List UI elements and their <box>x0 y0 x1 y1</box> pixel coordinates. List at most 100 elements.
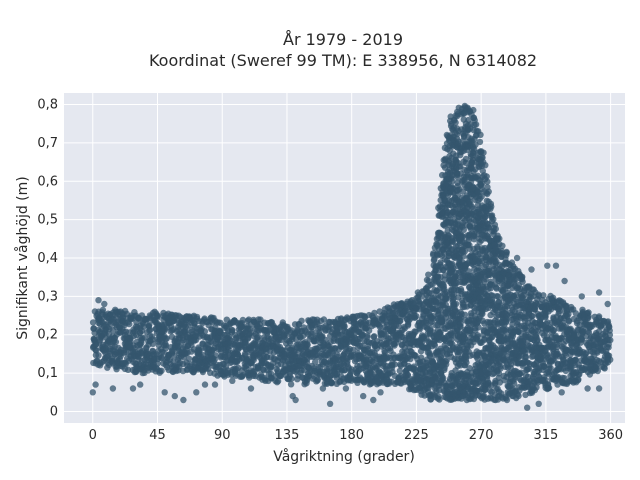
x-axis-title: Vågriktning (grader) <box>273 448 415 465</box>
scatter-point <box>288 375 295 382</box>
scatter-point <box>126 320 133 328</box>
y-tick-label: 0,7 <box>37 136 58 151</box>
y-tick-label: 0,6 <box>37 174 58 189</box>
scatter-point <box>470 114 478 122</box>
y-tick-label: 0,4 <box>37 251 58 266</box>
scatter-point <box>439 319 446 326</box>
data-points <box>89 102 614 411</box>
x-tick-label: 315 <box>533 428 558 443</box>
scatter-point <box>341 323 348 330</box>
scatter-point <box>255 333 262 340</box>
scatter-point-outlier <box>326 400 334 407</box>
scatter-point-outlier <box>89 389 97 396</box>
scatter-point <box>158 354 165 361</box>
scatter-point <box>376 321 383 329</box>
scatter-point <box>515 392 522 400</box>
scatter-point <box>404 371 411 378</box>
x-tick-label: 45 <box>149 428 166 443</box>
scatter-point <box>431 340 438 348</box>
scatter-point <box>463 359 470 366</box>
scatter-point <box>303 359 311 366</box>
x-tick-label: 90 <box>214 428 231 443</box>
scatter-point-outlier <box>193 389 200 396</box>
scatter-point <box>607 356 614 363</box>
scatter-point-outlier <box>161 389 168 396</box>
scatter-point <box>371 333 378 340</box>
scatter-point <box>436 396 443 403</box>
scatter-point <box>265 327 272 335</box>
scatter-point-outlier <box>229 377 236 384</box>
scatter-point-outlier <box>414 289 422 296</box>
scatter-point-outlier <box>262 377 269 384</box>
scatter-point-outlier <box>211 381 219 388</box>
scatter-point <box>239 316 247 324</box>
scatter-point <box>472 121 480 128</box>
scatter-point <box>457 285 465 293</box>
scatter-point-outlier <box>180 396 187 404</box>
scatter-point <box>606 327 613 334</box>
scatter-point <box>492 225 499 233</box>
scatter-point <box>426 349 433 356</box>
scatter-point <box>368 370 375 377</box>
scatter-point-outlier <box>524 404 531 411</box>
scatter-point-outlier <box>319 385 327 392</box>
scatter-point-outlier <box>403 300 410 308</box>
scatter-point-outlier <box>544 262 551 269</box>
scatter-point <box>482 162 489 169</box>
scatter-point-outlier <box>604 300 611 308</box>
scatter-point <box>483 173 490 180</box>
scatter-point <box>425 271 432 278</box>
y-axis-ticks: 00,10,20,30,40,50,60,70,8 <box>37 98 58 420</box>
scatter-point <box>405 318 412 325</box>
scatter-point <box>146 327 153 334</box>
scatter-point <box>522 353 530 361</box>
scatter-point-outlier <box>595 289 603 296</box>
x-tick-label: 360 <box>598 428 623 443</box>
scatter-point <box>479 154 486 161</box>
chart-title-line2: Koordinat (Sweref 99 TM): E 338956, N 63… <box>149 51 537 70</box>
chart-title-line1: År 1979 - 2019 <box>283 30 403 49</box>
x-tick-label: 135 <box>275 428 300 443</box>
scatter-point <box>201 328 209 335</box>
scatter-point <box>477 131 484 138</box>
scatter-point <box>158 367 165 374</box>
scatter-point <box>499 242 506 249</box>
scatter-point-outlier <box>95 297 102 304</box>
y-tick-label: 0,1 <box>37 366 58 381</box>
scatter-point-outlier <box>561 277 568 285</box>
y-tick-label: 0,2 <box>37 328 58 343</box>
scatter-point-outlier <box>434 274 442 281</box>
scatter-point-outlier <box>360 392 367 400</box>
scatter-point <box>503 249 510 257</box>
scatter-point <box>245 316 252 323</box>
scatter-point <box>112 338 120 346</box>
scatter-point-outlier <box>377 389 384 396</box>
scatter-point <box>212 352 219 359</box>
scatter-point <box>154 312 162 320</box>
y-axis-title: Signifikant våghöjd (m) <box>14 176 31 339</box>
scatter-point-outlier <box>397 300 404 308</box>
scatter-point <box>490 216 497 223</box>
scatter-point <box>545 365 553 372</box>
scatter-point-outlier <box>513 254 521 262</box>
scatter-point <box>163 335 170 342</box>
scatter-point <box>508 259 516 266</box>
scatter-point-outlier <box>390 304 397 312</box>
scatter-point <box>350 346 357 353</box>
scatter-point <box>476 138 484 146</box>
scatter-point <box>460 253 467 260</box>
scatter-point <box>516 370 523 377</box>
scatter-point <box>452 300 460 308</box>
x-tick-label: 225 <box>404 428 429 443</box>
scatter-point <box>440 283 447 290</box>
scatter-point <box>410 363 418 370</box>
scatter-point <box>154 360 161 367</box>
scatter-point <box>364 332 371 339</box>
scatter-point-outlier <box>552 262 560 269</box>
scatter-point-outlier <box>558 389 565 396</box>
scatter-point <box>327 372 334 380</box>
scatter-point-outlier <box>595 385 603 392</box>
scatter-point-outlier <box>201 381 209 388</box>
scatter-point-outlier <box>578 293 585 300</box>
